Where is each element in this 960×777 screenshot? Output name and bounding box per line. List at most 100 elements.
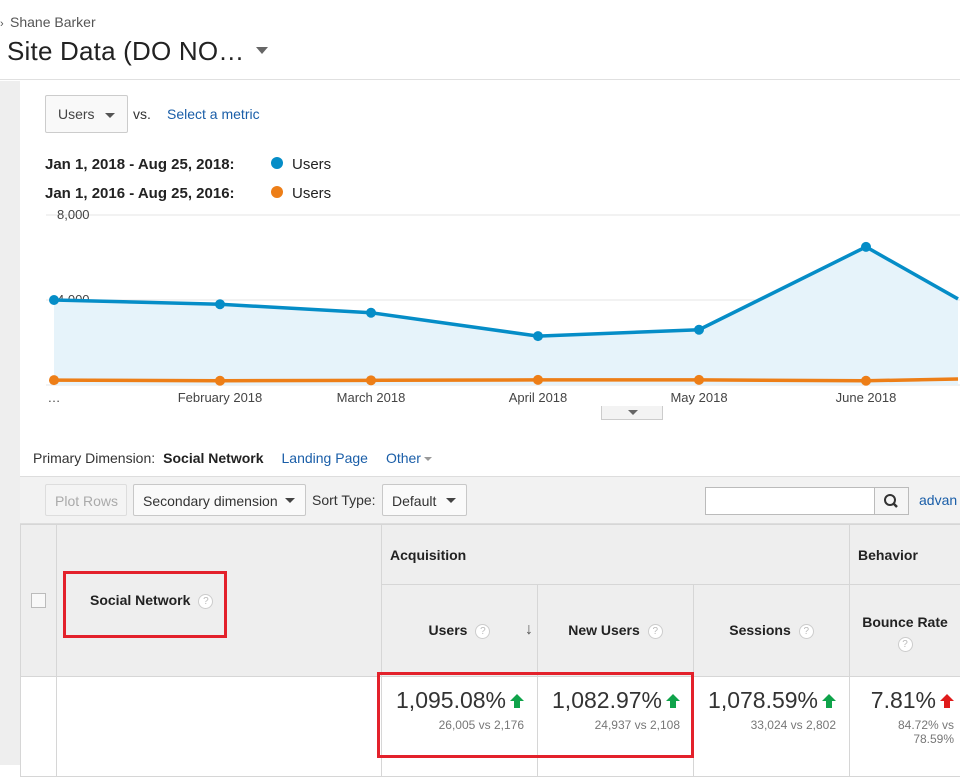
x-tick-label: June 2018 (836, 390, 897, 405)
view-selector[interactable]: Site Data (DO NO… (7, 36, 269, 67)
total-sessions-compare: 33,024 vs 2,802 (750, 718, 837, 732)
data-point (215, 375, 225, 386)
sort-type-dropdown[interactable]: Default (382, 484, 467, 516)
page-header: › Shane Barker Site Data (DO NO… (0, 0, 960, 80)
search-button[interactable] (874, 487, 909, 515)
column-header-new-users[interactable]: New Users? (537, 584, 694, 677)
total-sessions-change: 1,078.59% (708, 687, 819, 713)
y-tick-label: 8,000 (57, 207, 90, 222)
x-tick-label: … (48, 390, 61, 405)
total-sessions-cell: 1,078.59% 33,024 vs 2,802 (692, 676, 851, 777)
help-icon[interactable]: ? (798, 623, 814, 639)
behavior-group-header: Behavior (849, 524, 960, 585)
select-all-cell (20, 524, 57, 677)
data-point (366, 375, 376, 386)
data-point (533, 374, 543, 385)
column-header-sessions[interactable]: Sessions? (692, 584, 851, 677)
total-new-users-cell: 1,082.97% 24,937 vs 2,108 (537, 676, 694, 777)
sort-descending-icon: ↓ (525, 621, 533, 638)
account-name: Shane Barker (10, 14, 96, 30)
totals-blank-cell (20, 676, 57, 777)
series-dot-icon (271, 157, 283, 170)
explorer-table: Social Network? Acquisition Behavior Use… (20, 524, 960, 777)
column-label: Bounce Rate (862, 613, 948, 630)
column-header-users[interactable]: Users? ↓ (381, 584, 538, 677)
secondary-dimension-label: Secondary dimension (143, 493, 278, 509)
vs-label: vs. (133, 106, 151, 122)
caret-down-icon (285, 498, 295, 503)
total-bounce-rate-change: 7.81% (870, 687, 937, 713)
dimension-header[interactable]: Social Network (90, 592, 191, 609)
data-point (49, 375, 59, 386)
column-label: Sessions (729, 622, 791, 639)
data-point (366, 307, 376, 318)
data-point (861, 375, 871, 386)
legend-item-previous: Jan 1, 2016 - Aug 25, 2016: Users (45, 185, 331, 202)
data-point (861, 241, 871, 252)
caret-down-icon (628, 410, 638, 415)
acquisition-group-header: Acquisition (380, 524, 851, 585)
caret-down-icon (446, 498, 456, 503)
legend-item-current: Jan 1, 2018 - Aug 25, 2018: Users (45, 156, 331, 173)
dimension-header-cell: Social Network? (56, 524, 382, 677)
caret-down-icon (423, 457, 432, 462)
view-name: Site Data (DO NO… (7, 36, 245, 66)
primary-dimension-bar: Primary Dimension: Social Network Landing … (33, 450, 432, 466)
left-gutter (0, 81, 20, 765)
x-tick-label: May 2018 (670, 390, 727, 405)
total-bounce-rate-compare: 84.72% vs 78.59% (897, 718, 955, 746)
caret-down-icon (256, 46, 269, 54)
total-users-compare: 26,005 vs 2,176 (438, 718, 524, 732)
help-icon[interactable]: ? (647, 623, 663, 639)
caret-down-icon (105, 113, 115, 118)
advanced-filter-link[interactable]: advan (919, 492, 958, 508)
dimension-landing-page-link[interactable]: Landing Page (281, 450, 368, 466)
legend-metric: Users (292, 185, 332, 202)
data-point (694, 324, 704, 335)
search-icon (884, 494, 898, 508)
x-tick-label: April 2018 (509, 390, 568, 405)
arrow-up-red-icon (940, 694, 955, 709)
total-users-change: 1,095.08% (396, 687, 506, 713)
dimension-other-link[interactable]: Other (385, 450, 421, 466)
legend-range: Jan 1, 2018 - Aug 25, 2018: (45, 156, 235, 173)
dimension-social-network: Social Network (163, 450, 264, 466)
help-icon[interactable]: ? (475, 623, 491, 639)
series-line (53, 377, 959, 383)
total-bounce-rate-cell: 7.81% 84.72% vs 78.59% (849, 676, 960, 777)
metric-dropdown[interactable]: Users (45, 95, 128, 133)
metric-dropdown-label: Users (58, 106, 95, 122)
select-metric-link[interactable]: Select a metric (167, 106, 260, 122)
data-point (694, 374, 704, 385)
account-breadcrumb[interactable]: › Shane Barker (0, 14, 96, 30)
data-point (533, 331, 543, 342)
help-icon[interactable]: ? (897, 637, 913, 653)
plot-rows-button[interactable]: Plot Rows (45, 484, 127, 516)
data-point (215, 299, 225, 310)
arrow-up-green-icon (822, 694, 837, 709)
select-all-checkbox[interactable] (31, 593, 46, 608)
column-header-bounce-rate[interactable]: Bounce Rate? (849, 584, 960, 677)
column-label: New Users (568, 622, 640, 639)
arrow-up-green-icon (666, 694, 680, 709)
secondary-dimension-dropdown[interactable]: Secondary dimension (133, 484, 306, 516)
data-point (49, 295, 59, 305)
primary-dimension-label: Primary Dimension: (33, 450, 156, 466)
x-tick-label: February 2018 (178, 390, 263, 405)
column-label: Users (428, 622, 468, 639)
sort-type-label: Sort Type: (312, 492, 376, 508)
chart-expand-toggle[interactable] (601, 406, 663, 420)
x-tick-label: March 2018 (337, 390, 406, 405)
plot-rows-label: Plot Rows (55, 493, 119, 509)
totals-label-cell (56, 676, 382, 777)
legend-range: Jan 1, 2016 - Aug 25, 2016: (45, 185, 235, 202)
total-users-cell: 1,095.08% 26,005 vs 2,176 (381, 676, 538, 777)
chevron-right-icon: › (0, 18, 4, 30)
series-dot-icon (271, 186, 283, 199)
help-icon[interactable]: ? (198, 593, 214, 609)
arrow-up-green-icon (510, 694, 524, 709)
total-new-users-change: 1,082.97% (552, 687, 662, 713)
legend-metric: Users (292, 156, 332, 173)
table-search-input[interactable] (705, 487, 875, 515)
